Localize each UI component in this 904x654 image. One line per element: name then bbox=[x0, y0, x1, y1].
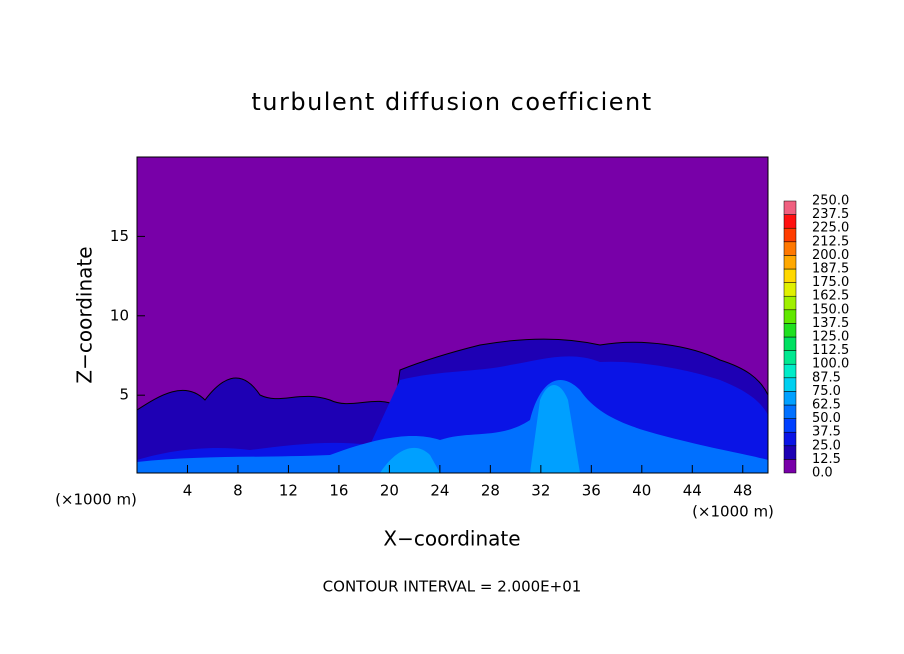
colorbar-label: 150.0 bbox=[812, 302, 849, 317]
colorbar-label: 112.5 bbox=[812, 343, 849, 358]
x-tick-label: 44 bbox=[683, 482, 702, 500]
colorbar-label: 200.0 bbox=[812, 248, 849, 263]
colorbar-label: 212.5 bbox=[812, 234, 849, 249]
y-axis-label: Z−coordinate bbox=[73, 246, 97, 383]
colorbar-bin bbox=[783, 241, 797, 256]
colorbar-label: 187.5 bbox=[812, 262, 849, 277]
colorbar-bin bbox=[783, 309, 797, 324]
colorbar-label: 100.0 bbox=[812, 357, 849, 372]
x-tick-label: 8 bbox=[233, 482, 243, 500]
colorbar-label: 37.5 bbox=[812, 425, 841, 440]
unit-label: (×1000 m) bbox=[692, 503, 774, 521]
x-tick-label: 24 bbox=[430, 482, 449, 500]
colorbar-label: 237.5 bbox=[812, 207, 849, 222]
x-axis-label: X−coordinate bbox=[383, 527, 520, 551]
colorbar-bin bbox=[783, 350, 797, 365]
colorbar-bin bbox=[783, 336, 797, 351]
field-region bbox=[380, 447, 440, 473]
field-region bbox=[137, 380, 768, 473]
colorbar-bin bbox=[783, 268, 797, 283]
y-tick-label: 15 bbox=[110, 227, 129, 245]
colorbar-label: 87.5 bbox=[812, 370, 841, 385]
colorbar-bin bbox=[783, 459, 797, 474]
colorbar-label: 62.5 bbox=[812, 398, 841, 413]
colorbar-label: 12.5 bbox=[812, 452, 841, 467]
colorbar-label: 75.0 bbox=[812, 384, 841, 399]
x-tick-label: 28 bbox=[481, 482, 500, 500]
colorbar-bin bbox=[783, 282, 797, 297]
colorbar-bin bbox=[783, 363, 797, 379]
colorbar-label: 50.0 bbox=[812, 411, 841, 426]
x-tick-label: 4 bbox=[183, 482, 193, 500]
colorbar-label: 137.5 bbox=[812, 316, 849, 331]
x-tick-label: 36 bbox=[582, 482, 601, 500]
y-tick-label: 5 bbox=[119, 386, 129, 404]
colorbar-bin bbox=[783, 227, 797, 243]
colorbar-bin bbox=[783, 431, 797, 447]
x-tick-label: 12 bbox=[279, 482, 298, 500]
field-region bbox=[530, 385, 580, 473]
chart-title: turbulent diffusion coefficient bbox=[251, 88, 652, 116]
colorbar-label: 225.0 bbox=[812, 221, 849, 236]
colorbar-bin bbox=[783, 391, 797, 406]
colorbar-label: 250.0 bbox=[812, 194, 849, 209]
x-tick-label: 48 bbox=[733, 482, 752, 500]
colorbar-label: 25.0 bbox=[812, 438, 841, 453]
colorbar-label: 0.0 bbox=[812, 466, 833, 481]
colorbar-label: 125.0 bbox=[812, 330, 849, 345]
colorbar-bin bbox=[783, 418, 797, 433]
colorbar-bin bbox=[783, 200, 797, 215]
x-tick-label: 16 bbox=[329, 482, 348, 500]
colorbar-bin bbox=[783, 255, 797, 270]
colorbar-bin bbox=[783, 404, 797, 419]
annotation: CONTOUR INTERVAL = 2.000E+01 bbox=[323, 578, 582, 596]
plot-frame bbox=[136, 156, 769, 474]
colorbar-bin bbox=[783, 214, 797, 229]
x-tick-label: 20 bbox=[380, 482, 399, 500]
colorbar-label: 175.0 bbox=[812, 275, 849, 290]
contour-field bbox=[136, 157, 769, 474]
colorbar-bin bbox=[783, 295, 797, 311]
colorbar-bin bbox=[783, 323, 797, 338]
x-tick-label: 40 bbox=[632, 482, 651, 500]
y-tick-label: 10 bbox=[110, 306, 129, 324]
colorbar-bin bbox=[783, 377, 797, 392]
colorbar-bin bbox=[783, 445, 797, 460]
x-tick-label: 32 bbox=[531, 482, 550, 500]
colorbar-label: 162.5 bbox=[812, 289, 849, 304]
unit-label: (×1000 m) bbox=[55, 491, 137, 509]
